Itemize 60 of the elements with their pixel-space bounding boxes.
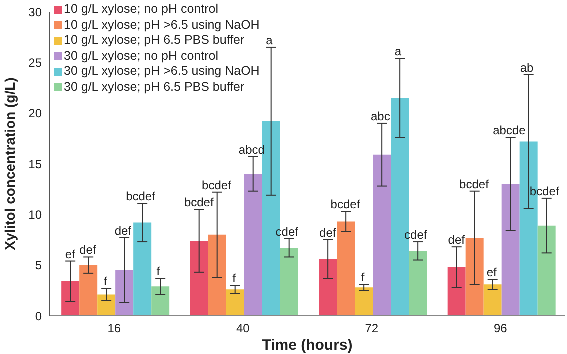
y-tick-label: 10 bbox=[28, 208, 42, 222]
bar bbox=[502, 184, 520, 316]
y-tick-label: 15 bbox=[28, 157, 42, 172]
annotation: f bbox=[104, 274, 108, 289]
bar bbox=[373, 154, 392, 316]
x-tick-label: 96 bbox=[494, 322, 508, 336]
annotation: abcde bbox=[493, 124, 526, 138]
legend-label: 30 g/L xylose; pH >6.5 using NaOH bbox=[64, 64, 260, 80]
legend-label: 30 g/L xylose; no pH control bbox=[64, 48, 218, 64]
annotation: def bbox=[448, 233, 466, 248]
y-tick-label: 20 bbox=[28, 106, 42, 121]
legend-label: 30 g/L xylose; pH 6.5 PBS buffer bbox=[64, 80, 245, 95]
annotation: def bbox=[114, 224, 132, 238]
x-tick-label: 16 bbox=[108, 322, 122, 336]
bar bbox=[484, 284, 502, 316]
annotation: def bbox=[320, 226, 337, 240]
bar bbox=[244, 174, 262, 316]
annotation: f bbox=[361, 270, 366, 285]
y-tick-label: 30 bbox=[28, 5, 42, 20]
bar bbox=[98, 294, 116, 316]
x-tick-label: 40 bbox=[236, 322, 250, 336]
y-tick-label: 0 bbox=[35, 309, 42, 324]
bar bbox=[226, 290, 244, 316]
bar bbox=[208, 234, 226, 316]
bar bbox=[466, 238, 484, 316]
annotation: a bbox=[266, 33, 274, 48]
bar bbox=[538, 226, 556, 316]
bar bbox=[448, 267, 466, 316]
bar bbox=[80, 265, 98, 316]
annotation: def bbox=[80, 243, 97, 258]
bar bbox=[134, 222, 152, 316]
x-tick-label: 72 bbox=[365, 322, 379, 336]
annotation: bcdef bbox=[330, 198, 361, 212]
bar bbox=[409, 251, 428, 316]
annotation: bcdef bbox=[202, 178, 232, 192]
annotation: abc bbox=[370, 109, 390, 124]
annotation: a bbox=[394, 44, 402, 59]
legend-label: 10 g/L xylose; pH 6.5 PBS buffer bbox=[64, 33, 245, 48]
bar bbox=[152, 286, 170, 316]
annotation: bcdef bbox=[126, 190, 156, 204]
annotation: ef bbox=[486, 266, 498, 280]
bar bbox=[116, 270, 134, 316]
y-axis-title: Xylitol concentration (g/L) bbox=[2, 78, 18, 250]
y-tick-label: 5 bbox=[35, 258, 42, 273]
annotation: f bbox=[156, 264, 161, 279]
legend-label: 10 g/L xylose; pH >6.5 using NaOH bbox=[64, 18, 260, 33]
y-tick-label: 25 bbox=[28, 56, 42, 70]
bar bbox=[355, 288, 374, 316]
annotation: bcdef bbox=[184, 196, 214, 210]
annotation: f bbox=[232, 272, 237, 286]
annotation: ab bbox=[520, 60, 534, 75]
bar bbox=[319, 259, 338, 316]
bar bbox=[62, 282, 80, 316]
x-axis-title: Time (hours) bbox=[262, 337, 353, 354]
annotation: bcdef bbox=[460, 177, 490, 192]
bar bbox=[337, 222, 356, 316]
bar bbox=[280, 248, 298, 316]
legend-label: 10 g/L xylose; no pH control bbox=[64, 2, 218, 18]
bar bbox=[190, 241, 208, 316]
annotation: ef bbox=[65, 247, 76, 262]
